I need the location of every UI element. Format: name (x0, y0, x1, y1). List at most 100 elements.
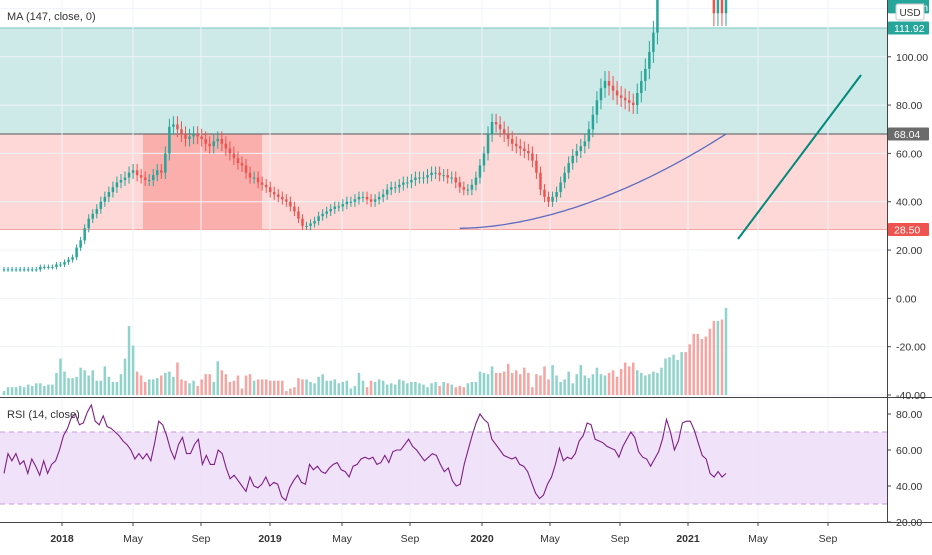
volume-bar (63, 371, 66, 395)
volume-bar (228, 382, 232, 395)
volume-bar (91, 370, 94, 395)
candle-body (83, 228, 86, 241)
volume-bar (71, 378, 74, 395)
candle-body (414, 177, 417, 180)
volume-bar (123, 358, 127, 395)
candle-body (430, 172, 433, 176)
candle-body (39, 266, 42, 270)
candle-body (252, 177, 256, 179)
candle-body (43, 266, 46, 268)
candle-body (256, 177, 260, 183)
candle-body (607, 80, 611, 86)
support-zone-lower (0, 133, 887, 230)
candle-body (527, 150, 530, 154)
candle-body (373, 199, 377, 202)
candle-body (494, 121, 498, 125)
volume-bar (656, 372, 659, 395)
volume-bar (402, 380, 405, 395)
candle-body (184, 134, 187, 139)
candle-body (422, 177, 425, 179)
volume-bar (51, 384, 54, 395)
candle-body (91, 213, 94, 219)
price-tick-label: 100.00 (896, 52, 928, 64)
volume-bar (192, 380, 195, 395)
volume-bar (615, 376, 619, 395)
volume-bar (184, 380, 187, 395)
volume-bar (458, 385, 462, 395)
volume-bar (147, 379, 151, 395)
lower-level-tag-bg (888, 223, 929, 237)
volume-bar (204, 374, 207, 395)
volume-bar (305, 379, 308, 395)
volume-bar (333, 379, 336, 395)
volume-bar (498, 372, 502, 395)
candle-body (329, 208, 332, 212)
candle-body (458, 182, 462, 188)
volume-bar (660, 367, 663, 395)
time-tick-label: May (123, 533, 144, 545)
candle-body (591, 114, 595, 130)
volume-bar (353, 385, 357, 395)
candle-body (123, 177, 127, 180)
volume-bar (389, 383, 393, 395)
price-tick-label: 20.00 (896, 245, 922, 257)
time-tick-label: May (332, 533, 353, 545)
volume-bar (135, 371, 139, 395)
candle-body (341, 204, 345, 207)
volume-bar (623, 362, 627, 395)
volume-bar (591, 374, 595, 395)
volume-bar (712, 320, 716, 395)
volume-bar (317, 376, 320, 395)
candle-body (268, 187, 272, 193)
time-tick-label: Sep (611, 533, 630, 545)
volume-bar (325, 380, 328, 395)
volume-bar (664, 358, 667, 395)
candle-body (595, 100, 599, 115)
candle-body (410, 179, 413, 183)
candle-body (385, 189, 389, 195)
candle-body (611, 85, 615, 91)
candle-body (35, 269, 38, 271)
volume-bar (337, 383, 341, 395)
candle-body (232, 153, 236, 159)
volume-bar (260, 379, 264, 395)
candle-body (260, 182, 264, 185)
candle-body (313, 221, 316, 224)
volume-bar (119, 374, 123, 395)
candle-body (644, 68, 647, 81)
volume-bar (559, 382, 562, 395)
candle-body (389, 187, 393, 190)
candle-body (172, 124, 175, 127)
volume-bar (18, 385, 22, 395)
candle-body (716, 0, 720, 14)
candle-body (285, 199, 288, 202)
candle-body (192, 134, 195, 137)
candle-body (531, 153, 534, 161)
currency-badge[interactable] (895, 3, 925, 21)
volume-bar (510, 372, 514, 395)
candle-body (587, 129, 591, 142)
volume-bar (212, 382, 215, 395)
volume-bar (220, 370, 224, 395)
rsi-tick-label: 60.00 (896, 445, 922, 457)
volume-bar (361, 380, 365, 395)
volume-bar (398, 379, 401, 395)
price-tick-label: 60.00 (896, 148, 922, 160)
candle-body (482, 153, 486, 166)
volume-bar (329, 380, 332, 395)
candle-body (454, 177, 458, 183)
volume-bar (272, 380, 276, 395)
time-tick-label: May (748, 533, 769, 545)
volume-bar (531, 387, 534, 395)
volume-bar (293, 387, 296, 395)
main-indicator-title: MA (147, close, 0) (7, 11, 96, 23)
rsi-layer (0, 403, 887, 505)
volume-bar (365, 387, 369, 395)
candle-body (636, 93, 639, 106)
candle-body (75, 247, 78, 258)
candle-body (22, 269, 26, 271)
volume-bar (571, 383, 574, 395)
